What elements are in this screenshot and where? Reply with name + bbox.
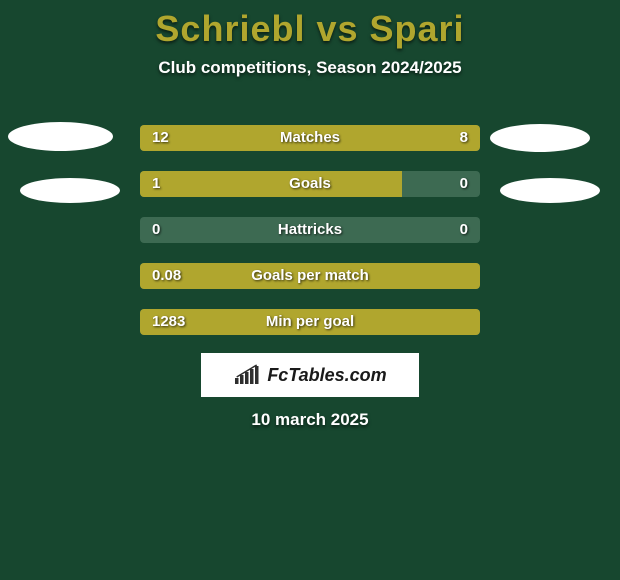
stats-container: 12 Matches 8 1 Goals 0 0 Hattricks 0 0.0… (140, 125, 480, 355)
stat-label: Goals (140, 171, 480, 197)
stat-row-goals: 1 Goals 0 (140, 171, 480, 197)
stat-row-hattricks: 0 Hattricks 0 (140, 217, 480, 243)
brand-text: FcTables.com (267, 365, 386, 386)
stat-row-goals-per-match: 0.08 Goals per match (140, 263, 480, 289)
player1-ellipse-1 (8, 122, 113, 151)
bar-chart-icon (233, 364, 261, 386)
player2-ellipse-2 (500, 178, 600, 203)
stat-label: Goals per match (140, 263, 480, 289)
player2-ellipse-1 (490, 124, 590, 152)
player1-ellipse-2 (20, 178, 120, 203)
stat-label: Hattricks (140, 217, 480, 243)
comparison-title: Schriebl vs Spari (0, 0, 620, 50)
infographic-canvas: Schriebl vs Spari Club competitions, Sea… (0, 0, 620, 580)
stat-right-value: 0 (460, 171, 468, 197)
comparison-subtitle: Club competitions, Season 2024/2025 (0, 58, 620, 78)
stat-right-value: 0 (460, 217, 468, 243)
stat-label: Matches (140, 125, 480, 151)
stat-right-value: 8 (460, 125, 468, 151)
stat-label: Min per goal (140, 309, 480, 335)
brand-box: FcTables.com (201, 353, 419, 397)
stat-row-min-per-goal: 1283 Min per goal (140, 309, 480, 335)
date-text: 10 march 2025 (0, 410, 620, 430)
stat-row-matches: 12 Matches 8 (140, 125, 480, 151)
